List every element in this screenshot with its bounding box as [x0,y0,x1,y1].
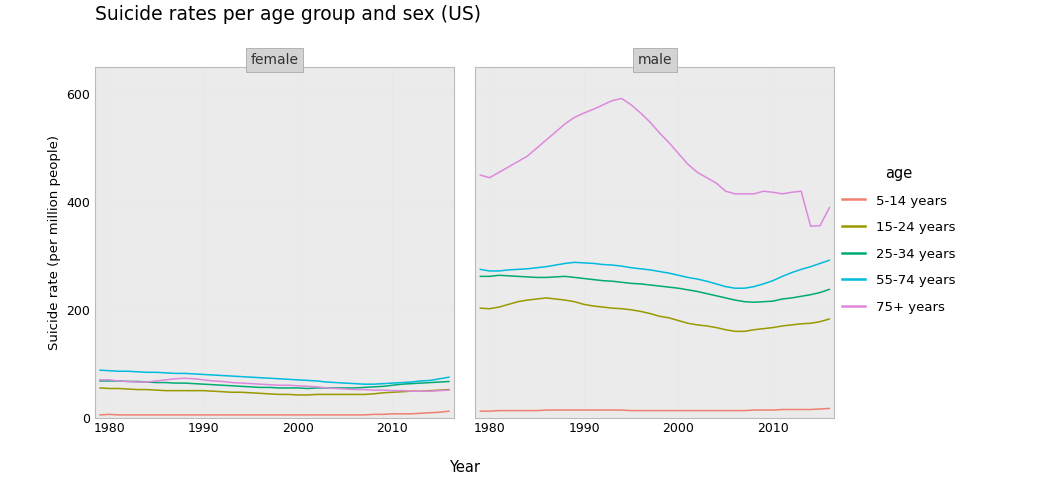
Title: female: female [250,53,299,67]
Title: male: male [638,53,672,67]
Y-axis label: Suicide rate (per million people): Suicide rate (per million people) [48,135,61,350]
Text: Suicide rates per age group and sex (US): Suicide rates per age group and sex (US) [95,5,482,24]
Legend: 5-14 years, 15-24 years, 25-34 years, 55-74 years, 75+ years: 5-14 years, 15-24 years, 25-34 years, 55… [842,166,956,314]
Text: Year: Year [449,460,480,475]
